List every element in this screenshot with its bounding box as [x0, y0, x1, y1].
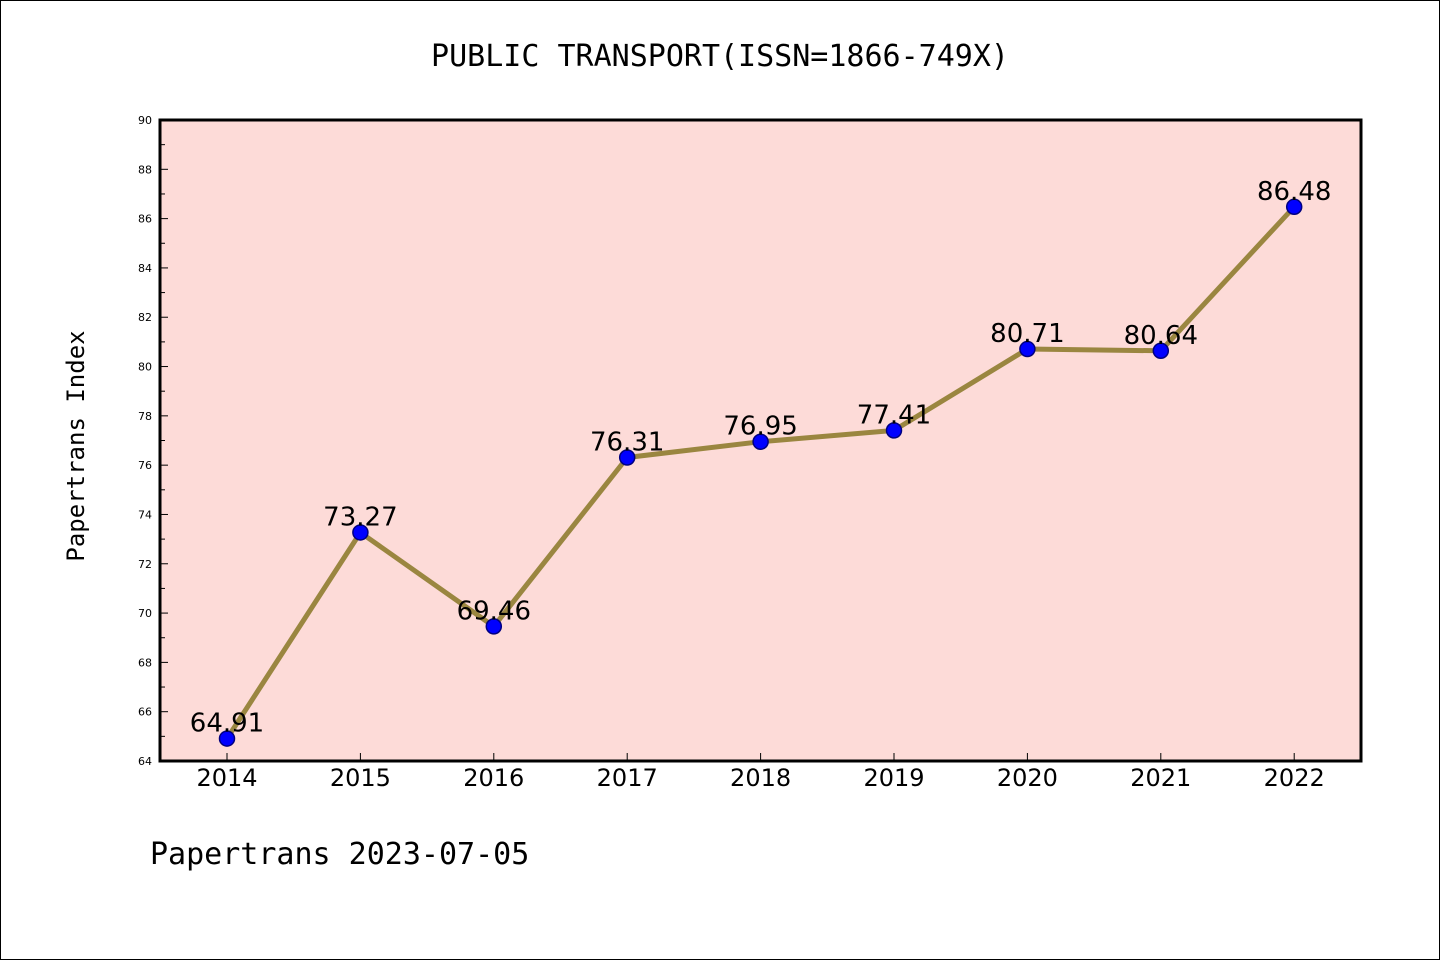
data-point	[218, 730, 236, 747]
data-label: 69.46	[457, 596, 531, 626]
data-point	[352, 524, 369, 541]
y-tick-label: 78	[138, 410, 152, 423]
y-tick-label: 70	[138, 607, 152, 620]
data-label: 76.95	[723, 412, 797, 442]
data-label: 64.91	[190, 709, 264, 739]
data-label: 76.31	[590, 428, 664, 458]
y-tick-label: 74	[138, 508, 152, 521]
footer-source-date: Papertrans 2023-07-05	[150, 837, 529, 872]
x-tick-label: 2021	[1130, 764, 1191, 792]
y-tick-label: 90	[138, 114, 152, 127]
x-axis: 2014 2015 2016 2017 2018 2019 2020 2021 2022	[196, 753, 1325, 792]
data-label: 77.41	[857, 400, 931, 430]
y-tick-label: 66	[138, 706, 152, 719]
data-point	[885, 422, 903, 439]
data-label: 80.64	[1124, 321, 1198, 351]
data-point	[485, 618, 503, 635]
y-tick-label: 80	[138, 361, 152, 374]
data-point	[618, 449, 636, 466]
data-labels: 64.91 73.27 69.46 76.31 76.95 77.41 80.71 80.64…	[190, 177, 1332, 739]
x-tick-label: 2017	[597, 764, 658, 792]
data-point	[752, 433, 769, 450]
y-tick-label: 84	[138, 262, 152, 275]
data-point	[1152, 342, 1170, 360]
x-tick-label: 2016	[463, 764, 524, 792]
data-label: 86.48	[1257, 177, 1331, 207]
y-tick-label: 72	[138, 558, 152, 571]
data-point	[1019, 340, 1036, 358]
x-tick-label: 2015	[330, 764, 391, 792]
y-axis: 64 66 68 70 72 74 76 78 80 82 84 86 88 90	[138, 114, 168, 768]
y-axis-label: Papertrans Index	[62, 330, 90, 561]
y-tick-label: 76	[138, 459, 152, 472]
y-tick-label: 68	[138, 656, 152, 669]
x-tick-label: 2019	[863, 764, 924, 792]
x-tick-label: 2022	[1264, 764, 1325, 792]
data-label: 80.71	[990, 319, 1064, 349]
data-markers	[218, 198, 1303, 747]
x-tick-label: 2018	[730, 764, 791, 792]
data-point	[1285, 198, 1303, 216]
x-tick-label: 2014	[196, 764, 257, 792]
y-tick-label: 82	[138, 311, 152, 324]
data-label: 73.27	[323, 502, 397, 532]
chart-title: PUBLIC TRANSPORT(ISSN=1866-749X)	[431, 39, 1009, 74]
y-tick-label: 86	[138, 213, 152, 226]
y-tick-label: 88	[138, 163, 152, 176]
x-tick-label: 2020	[997, 764, 1058, 792]
y-tick-label: 64	[138, 755, 152, 768]
